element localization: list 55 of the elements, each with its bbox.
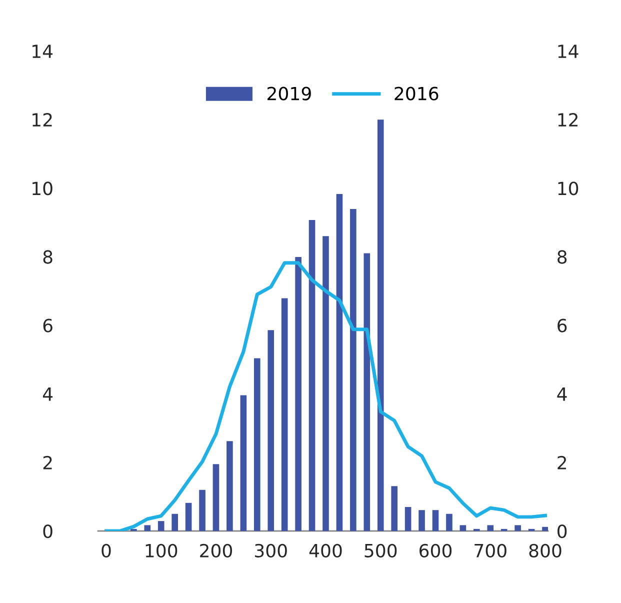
bar [172,514,178,531]
y-tick-label: 6 [43,318,52,332]
bar [268,330,274,531]
x-tick-label: 200 [200,544,232,558]
bar [144,525,151,531]
bar [308,220,316,531]
bar [322,236,329,531]
bar [432,510,439,531]
y2-tick-label: 2 [558,456,566,470]
x-tick-label: 400 [309,544,342,558]
bar [487,525,494,531]
y2-tick-label: 8 [558,250,567,264]
y-tick-label: 10 [32,182,52,196]
bar [199,490,206,531]
bar [404,507,412,531]
bar [254,358,260,531]
bar [295,257,302,531]
x-tick-label: 100 [146,544,178,558]
bar [226,441,233,531]
bar [446,514,452,531]
bar [336,194,343,531]
bar [212,464,220,531]
bar [185,502,192,531]
bar [542,526,548,531]
y2-tick-label: 12 [558,113,578,126]
y-tick-label: 14 [32,44,53,58]
bar [514,525,521,531]
line-series [104,261,547,531]
bar [281,298,288,531]
bar [460,525,466,531]
x-tick-label: 0 [102,544,111,558]
y-tick-label: 2 [43,456,52,470]
x-tick-label: 800 [529,544,562,558]
bar [391,486,398,531]
y2-tick-label: 4 [557,388,567,401]
x-tick-label: 600 [420,544,452,558]
y-tick-label: 0 [43,524,52,538]
y-tick-label: 12 [32,113,52,126]
bar [240,395,247,531]
x-tick-label: 700 [474,544,506,558]
y2-tick-label: 0 [558,524,567,538]
y-tick-label: 4 [42,388,53,401]
x-tick-label: 500 [364,544,397,558]
bar [364,253,370,531]
x-tick-label: 300 [255,544,287,558]
bar [377,120,384,531]
bar [158,521,164,531]
legend-label: 2019 [268,86,311,100]
legend-label: 2016 [394,86,438,100]
y-tick-label: 8 [43,250,52,264]
y2-tick-label: 10 [558,182,578,196]
bar [418,510,425,531]
y2-tick-label: 14 [558,44,578,58]
y2-tick-label: 6 [558,318,567,332]
bar [350,209,356,531]
